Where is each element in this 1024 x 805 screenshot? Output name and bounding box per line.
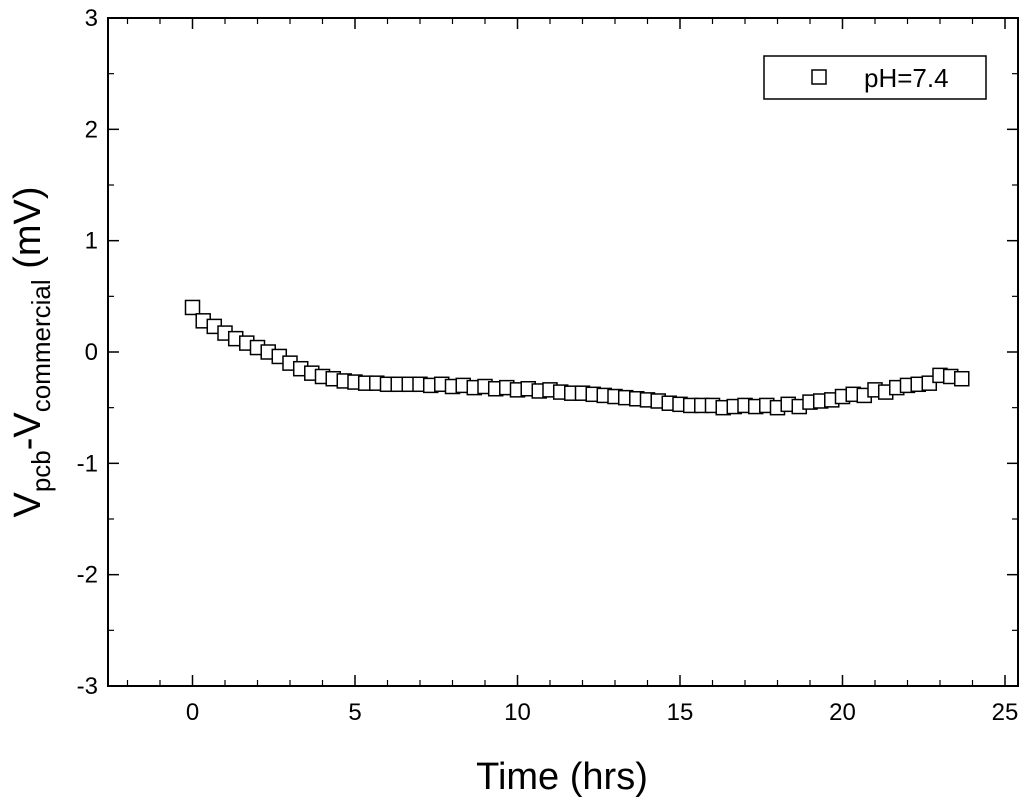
y-tick-label: -2 (77, 562, 98, 589)
x-axis-ticks: 0 5 10 15 20 25 (126, 18, 1019, 726)
legend: pH=7.4 (763, 55, 987, 100)
plot-frame (107, 17, 1019, 687)
data-points (184, 299, 970, 416)
x-tick-label: 5 (348, 699, 361, 726)
y-axis-ticks: -3 -2 -1 0 1 2 3 (77, 5, 1018, 700)
legend-marker (811, 69, 827, 85)
x-axis-title: Time (hrs) (476, 756, 648, 798)
x-tick-label: 20 (829, 699, 856, 726)
plot-frame-rect (107, 17, 1019, 687)
x-tick-label: 25 (992, 699, 1019, 726)
y-tick-label: -3 (77, 673, 98, 700)
data-point (954, 370, 970, 387)
y-title-unit: (mV) (7, 186, 49, 279)
y-tick-label: 2 (85, 116, 98, 143)
y-axis-title: Vpcb-Vcommercial (mV) (7, 186, 56, 517)
y-title-dash: -V (7, 412, 49, 451)
y-tick-label: 0 (85, 339, 98, 366)
data-point (184, 299, 201, 316)
y-title-sub2: commercial (26, 279, 56, 412)
y-title-sub1: pcb (26, 450, 56, 492)
legend-box (763, 55, 987, 100)
x-tick-label: 10 (504, 699, 531, 726)
legend-label: pH=7.4 (864, 63, 949, 93)
x-tick-label: 15 (667, 699, 694, 726)
y-tick-label: -1 (77, 450, 98, 477)
y-title-v1: V (7, 492, 49, 518)
x-tick-label: 0 (186, 699, 199, 726)
y-tick-label: 3 (85, 5, 98, 32)
y-tick-label: 1 (85, 228, 98, 255)
